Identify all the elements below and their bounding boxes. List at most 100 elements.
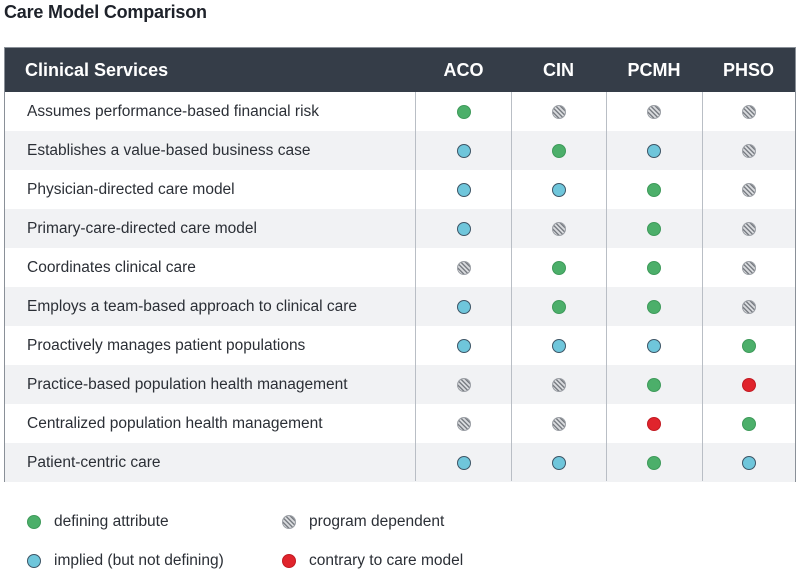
cell-cin bbox=[511, 170, 606, 209]
cell-phso bbox=[702, 131, 795, 170]
cell-phso bbox=[702, 365, 795, 404]
service-label: Assumes performance-based financial risk bbox=[27, 103, 320, 120]
legend-item-contrary: contrary to care model bbox=[282, 549, 512, 573]
column-divider bbox=[415, 92, 416, 481]
cell-cin bbox=[511, 209, 606, 248]
legend: defining attribute implied (but not defi… bbox=[0, 500, 800, 573]
program-dependent-dot-icon bbox=[741, 104, 756, 119]
cell-cin bbox=[511, 287, 606, 326]
table-row: Assumes performance-based financial risk bbox=[5, 92, 795, 131]
cell-aco bbox=[416, 365, 511, 404]
implied-dot-icon bbox=[647, 143, 661, 158]
program-dependent-dot-icon bbox=[456, 416, 471, 431]
cell-cin bbox=[511, 326, 606, 365]
cell-phso bbox=[702, 443, 795, 482]
implied-dot-icon bbox=[551, 338, 566, 353]
legend-label: program dependent bbox=[309, 513, 445, 530]
program-dependent-dot-icon bbox=[741, 260, 756, 275]
cell-aco bbox=[416, 287, 511, 326]
cell-phso bbox=[702, 287, 795, 326]
cell-pcmh bbox=[606, 404, 702, 443]
table-row: Physician-directed care model bbox=[5, 170, 795, 209]
table-body: Assumes performance-based financial risk… bbox=[5, 92, 795, 482]
defining-dot-icon bbox=[27, 515, 41, 529]
program-dependent-dot-icon bbox=[282, 515, 296, 529]
service-label: Physician-directed care model bbox=[27, 181, 235, 198]
cell-phso bbox=[702, 326, 795, 365]
implied-dot-icon bbox=[27, 554, 41, 568]
program-dependent-dot-icon bbox=[741, 299, 756, 314]
cell-cin bbox=[511, 443, 606, 482]
implied-dot-icon bbox=[456, 143, 471, 158]
cell-aco bbox=[416, 170, 511, 209]
defining-dot-icon bbox=[551, 143, 566, 158]
legend-item-implied: implied (but not defining) bbox=[27, 549, 277, 573]
cell-cin bbox=[511, 365, 606, 404]
legend-item-dependent: program dependent bbox=[282, 510, 502, 534]
table-row: Practice-based population health managem… bbox=[5, 365, 795, 404]
cell-cin bbox=[511, 131, 606, 170]
cell-phso bbox=[702, 170, 795, 209]
header-pcmh: PCMH bbox=[627, 60, 681, 80]
table-header: Clinical Services ACO CIN PCMH PHSO bbox=[5, 48, 795, 92]
program-dependent-dot-icon bbox=[551, 416, 566, 431]
service-label: Employs a team-based approach to clinica… bbox=[27, 298, 357, 315]
defining-dot-icon bbox=[551, 299, 566, 314]
cell-pcmh bbox=[606, 170, 702, 209]
implied-dot-icon bbox=[551, 455, 566, 470]
cell-cin bbox=[511, 404, 606, 443]
legend-label: contrary to care model bbox=[309, 552, 464, 569]
service-label: Patient-centric care bbox=[27, 454, 161, 471]
defining-dot-icon bbox=[647, 182, 661, 197]
implied-dot-icon bbox=[647, 338, 661, 353]
cell-cin bbox=[511, 92, 606, 131]
defining-dot-icon bbox=[456, 104, 471, 119]
cell-pcmh bbox=[606, 248, 702, 287]
defining-dot-icon bbox=[647, 455, 661, 470]
defining-dot-icon bbox=[647, 299, 661, 314]
service-label: Primary-care-directed care model bbox=[27, 220, 257, 237]
cell-pcmh bbox=[606, 131, 702, 170]
table-row: Employs a team-based approach to clinica… bbox=[5, 287, 795, 326]
program-dependent-dot-icon bbox=[741, 143, 756, 158]
service-label: Centralized population health management bbox=[27, 415, 323, 432]
header-clinical-services: Clinical Services bbox=[25, 60, 169, 80]
program-dependent-dot-icon bbox=[551, 377, 566, 392]
table-row: Primary-care-directed care model bbox=[5, 209, 795, 248]
cell-phso bbox=[702, 404, 795, 443]
defining-dot-icon bbox=[741, 338, 756, 353]
implied-dot-icon bbox=[456, 221, 471, 236]
contrary-dot-icon bbox=[282, 554, 296, 568]
cell-aco bbox=[416, 209, 511, 248]
program-dependent-dot-icon bbox=[456, 260, 471, 275]
contrary-dot-icon bbox=[741, 377, 756, 392]
cell-aco bbox=[416, 92, 511, 131]
legend-label: defining attribute bbox=[54, 513, 169, 530]
program-dependent-dot-icon bbox=[647, 104, 661, 119]
table-row: Patient-centric care bbox=[5, 443, 795, 482]
implied-dot-icon bbox=[456, 182, 471, 197]
table-row: Proactively manages patient populations bbox=[5, 326, 795, 365]
column-divider bbox=[606, 92, 607, 481]
program-dependent-dot-icon bbox=[741, 221, 756, 236]
page-title: Care Model Comparison bbox=[4, 2, 207, 22]
implied-dot-icon bbox=[456, 299, 471, 314]
cell-aco bbox=[416, 404, 511, 443]
cell-aco bbox=[416, 443, 511, 482]
cell-pcmh bbox=[606, 326, 702, 365]
defining-dot-icon bbox=[741, 416, 756, 431]
comparison-table: Clinical Services ACO CIN PCMH PHSO Assu… bbox=[4, 47, 796, 482]
service-label: Coordinates clinical care bbox=[27, 259, 196, 276]
header-cin: CIN bbox=[543, 60, 574, 80]
service-label: Practice-based population health managem… bbox=[27, 376, 348, 393]
cell-aco bbox=[416, 248, 511, 287]
contrary-dot-icon bbox=[647, 416, 661, 431]
legend-item-defining: defining attribute bbox=[27, 510, 247, 534]
cell-pcmh bbox=[606, 92, 702, 131]
cell-aco bbox=[416, 326, 511, 365]
defining-dot-icon bbox=[647, 260, 661, 275]
cell-pcmh bbox=[606, 287, 702, 326]
program-dependent-dot-icon bbox=[551, 104, 566, 119]
cell-pcmh bbox=[606, 365, 702, 404]
program-dependent-dot-icon bbox=[741, 182, 756, 197]
